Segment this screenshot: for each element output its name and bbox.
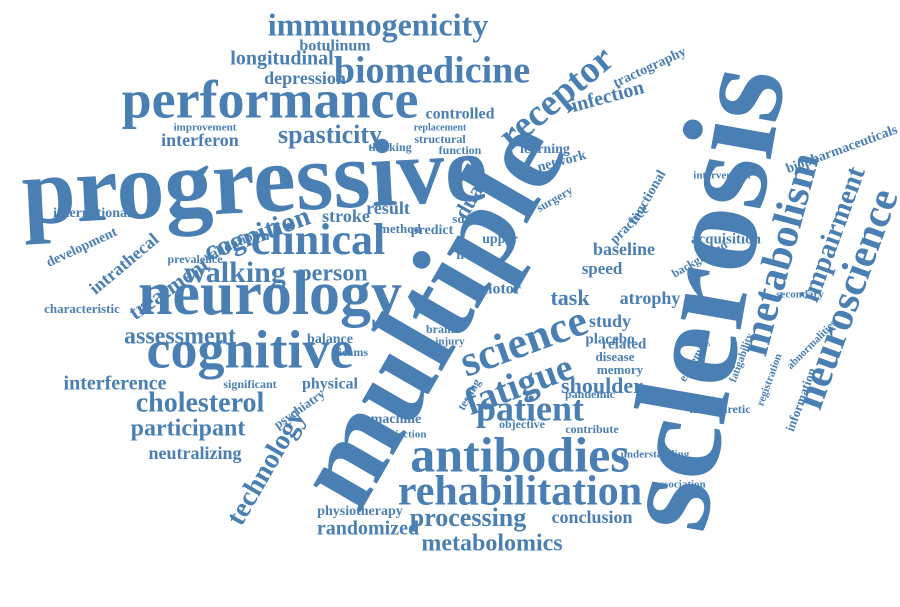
word: sdmt (452, 211, 480, 226)
word: randomized (317, 518, 419, 540)
word: walking (184, 256, 286, 289)
word: person (298, 261, 367, 287)
word: rehabilitation (398, 469, 642, 515)
word: significant (223, 377, 276, 391)
word: brain (426, 322, 454, 336)
word: disease (596, 349, 635, 364)
word: task (550, 285, 590, 310)
word: thinking (368, 140, 411, 154)
word: physical (302, 376, 359, 393)
word: bicams (332, 345, 368, 359)
word: study (589, 311, 631, 331)
word: placebo (585, 331, 634, 347)
word: participant (131, 416, 246, 442)
word: atrophy (620, 288, 681, 308)
word: processing (410, 503, 527, 532)
word: patient (476, 388, 584, 428)
word: assessment (124, 324, 236, 350)
word: machine (371, 412, 422, 427)
word: depression (264, 68, 346, 88)
word: neurology (138, 260, 402, 328)
word: hemiparetic (689, 402, 751, 416)
word: improvement (174, 122, 237, 134)
word: conclusion (551, 507, 632, 527)
word: injection (386, 429, 427, 441)
word: stroke (322, 206, 370, 226)
word: shoulder (561, 373, 643, 398)
word: biomedicine (334, 50, 530, 92)
word: longitudinal (230, 48, 334, 70)
word: performance (122, 69, 419, 129)
word: balance (307, 332, 353, 347)
word: controlled (425, 106, 494, 123)
word: immunogenicity (268, 6, 488, 42)
word: contribute (565, 422, 619, 436)
word: interference (64, 373, 167, 395)
word: measure (665, 392, 715, 407)
word: spasticity (278, 120, 382, 149)
word: cholesterol (136, 387, 265, 418)
word: memory (597, 362, 644, 377)
word: pandemic (565, 387, 616, 401)
word: objective (499, 417, 546, 431)
word: progressive (19, 114, 490, 245)
word: upper (482, 232, 518, 247)
word: injury (435, 336, 465, 348)
word: understanding (621, 449, 690, 461)
word: motor (479, 281, 521, 298)
word: association (654, 479, 705, 491)
word: intervention (693, 170, 750, 182)
word: method (379, 221, 422, 236)
word: botulinum (299, 38, 371, 55)
word: metabolomics (421, 531, 562, 557)
word: learning (520, 142, 570, 157)
word: interferon (161, 130, 239, 150)
word: predict (411, 223, 454, 238)
word: neutralizing (149, 443, 242, 463)
word: baseline (593, 239, 655, 259)
word: clinical (251, 215, 385, 264)
word: characteristic (44, 301, 120, 316)
word: structural (414, 132, 466, 146)
word: speed (582, 259, 623, 278)
word: antibodies (410, 426, 630, 482)
word: result (366, 198, 410, 218)
word: liver (456, 248, 483, 263)
word: acquisition (691, 231, 762, 247)
word: physiotherapy (317, 504, 403, 519)
word: cognitive (147, 319, 354, 379)
word: prevalence (167, 252, 223, 266)
word: international (53, 206, 131, 221)
word: secondary (776, 289, 824, 301)
word: replacement (414, 122, 467, 133)
word: related (602, 336, 647, 352)
word: function (439, 143, 482, 157)
